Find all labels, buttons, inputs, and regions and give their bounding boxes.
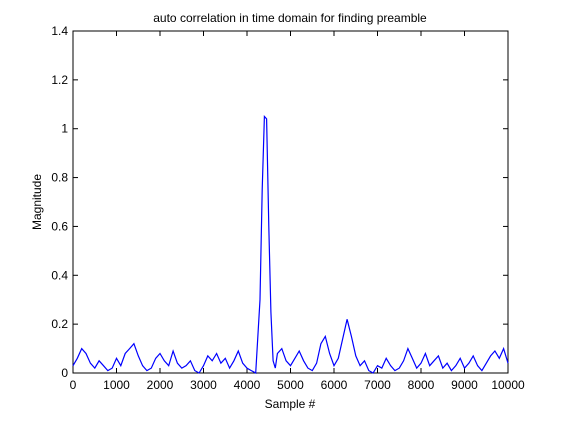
x-tick-label: 3000 xyxy=(190,378,217,392)
y-tick-label: 1 xyxy=(61,122,68,136)
x-tick-label: 8000 xyxy=(408,378,435,392)
chart-title: auto correlation in time domain for find… xyxy=(153,11,427,25)
y-tick-label: 1.2 xyxy=(51,73,68,87)
x-tick-label: 5000 xyxy=(277,378,304,392)
y-tick-label: 0.2 xyxy=(51,317,68,331)
x-tick-label: 9000 xyxy=(451,378,478,392)
x-tick-label: 4000 xyxy=(234,378,261,392)
x-axis-label: Sample # xyxy=(265,397,316,411)
x-tick-label: 10000 xyxy=(491,378,525,392)
y-tick-label: 1.4 xyxy=(51,24,68,38)
x-axis-ticks: 0 1000 2000 3000 4000 5000 6000 7000 8000 9000 100… xyxy=(70,31,525,392)
x-tick-label: 7000 xyxy=(364,378,391,392)
y-tick-label: 0.6 xyxy=(51,219,68,233)
y-tick-label: 0.4 xyxy=(51,268,68,282)
series-line xyxy=(72,115,509,374)
x-tick-label: 0 xyxy=(70,378,77,392)
y-tick-label: 0.8 xyxy=(51,171,68,185)
y-axis-ticks: 0 0.2 0.4 0.6 0.8 1 1.2 1.4 xyxy=(51,24,508,380)
x-tick-label: 2000 xyxy=(147,378,174,392)
x-tick-label: 6000 xyxy=(321,378,348,392)
y-axis-label: Magnitude xyxy=(30,174,44,230)
x-tick-label: 1000 xyxy=(103,378,130,392)
y-tick-label: 0 xyxy=(61,366,68,380)
plot-area xyxy=(72,30,509,374)
